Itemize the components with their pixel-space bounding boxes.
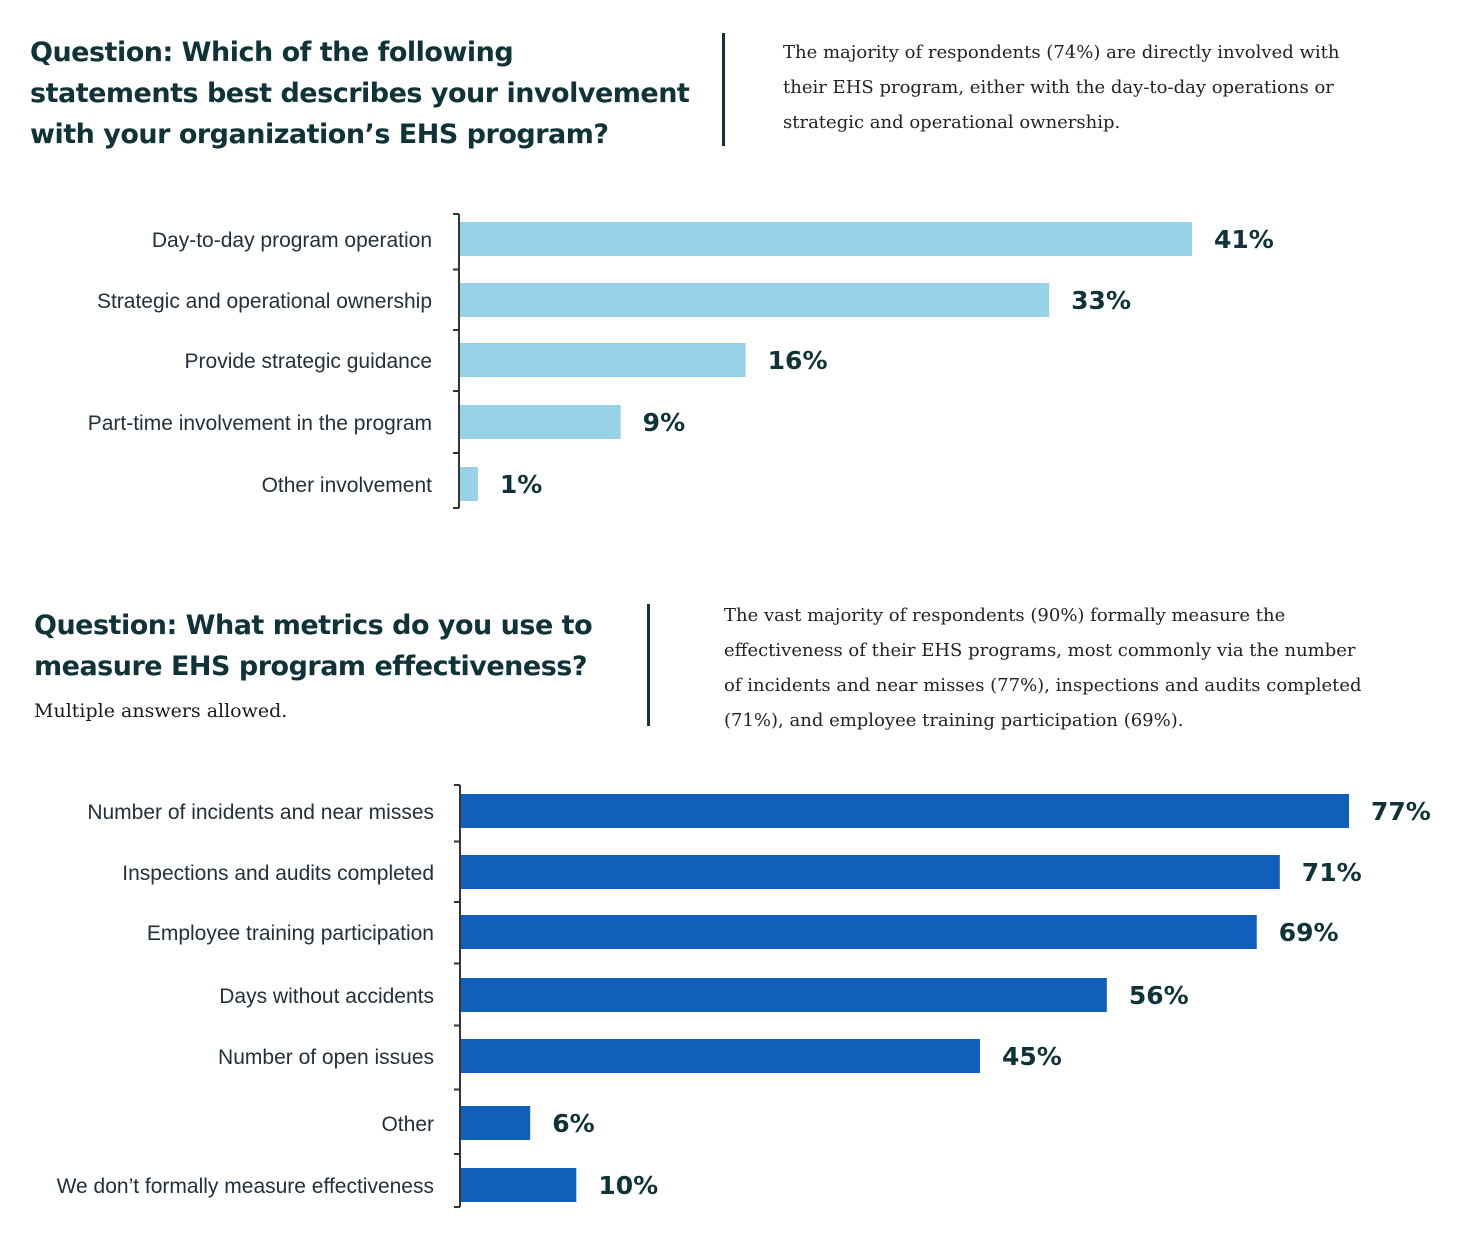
- category-label: Inspections and audits completed: [122, 862, 434, 885]
- bar: [460, 467, 478, 501]
- bar: [461, 1106, 531, 1140]
- value-label: 71%: [1302, 858, 1362, 887]
- bar: [461, 1168, 577, 1202]
- bar: [460, 343, 746, 377]
- value-label: 77%: [1371, 797, 1431, 826]
- bar: [461, 978, 1107, 1012]
- category-label: Strategic and operational ownership: [97, 290, 432, 313]
- bar: [461, 1039, 980, 1073]
- value-label: 69%: [1279, 918, 1339, 947]
- involvement-bar-chart: Day-to-day program operation 41% Strategic…: [88, 213, 1274, 509]
- bar: [461, 794, 1349, 828]
- section-2-summary: The vast majority of respondents (90%) f…: [724, 605, 1362, 731]
- section-1-divider: [722, 33, 725, 146]
- category-label: Employee training participation: [147, 922, 434, 945]
- category-label: Other involvement: [262, 474, 433, 497]
- value-label: 1%: [500, 470, 542, 499]
- question-1-title: Question: Which of the following stateme…: [30, 37, 690, 150]
- section-1-summary: The majority of respondents (74%) are di…: [783, 42, 1340, 133]
- value-label: 33%: [1071, 286, 1131, 315]
- question-2-subtitle: Multiple answers allowed.: [34, 700, 288, 722]
- bar: [460, 222, 1192, 256]
- bar: [461, 915, 1257, 949]
- bar: [460, 283, 1050, 317]
- category-label: Number of open issues: [218, 1046, 434, 1069]
- value-label: 9%: [643, 408, 685, 437]
- value-label: 56%: [1129, 981, 1189, 1010]
- bar: [461, 855, 1280, 889]
- question-2-title: Question: What metrics do you use to mea…: [34, 610, 593, 682]
- category-label: Days without accidents: [219, 985, 434, 1008]
- category-label: Number of incidents and near misses: [87, 801, 434, 824]
- category-label: Part-time involvement in the program: [88, 412, 432, 435]
- section-2-divider: [647, 604, 650, 726]
- category-label: Provide strategic guidance: [185, 350, 432, 373]
- category-label: Day-to-day program operation: [152, 229, 432, 252]
- bar: [460, 405, 621, 439]
- category-label: Other: [381, 1113, 434, 1136]
- value-label: 16%: [768, 346, 828, 375]
- value-label: 10%: [598, 1171, 658, 1200]
- value-label: 45%: [1002, 1042, 1062, 1071]
- value-label: 41%: [1214, 225, 1274, 254]
- value-label: 6%: [552, 1109, 594, 1138]
- category-label: We don’t formally measure effectiveness: [57, 1175, 434, 1198]
- metrics-bar-chart: Number of incidents and near misses 77% In…: [57, 784, 1431, 1208]
